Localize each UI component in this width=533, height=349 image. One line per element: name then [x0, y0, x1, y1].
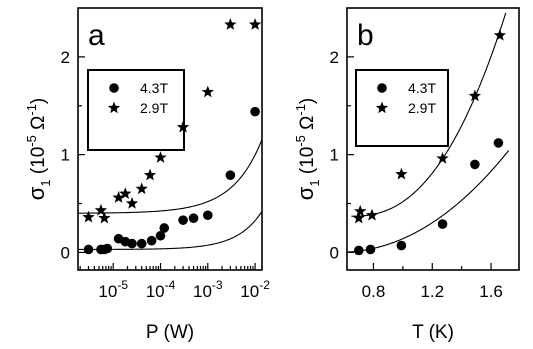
- fit-curve-2-9T: [77, 139, 263, 214]
- data-point-2-9T: [352, 211, 365, 224]
- data-point-2-9T: [143, 168, 157, 181]
- data-point-4-3T: [136, 238, 147, 249]
- data-point-4-3T: [102, 243, 113, 254]
- x-tick-label: 1.2: [420, 282, 444, 301]
- y-tick-label: 2: [61, 48, 70, 67]
- data-point-2-9T: [119, 187, 132, 199]
- data-point-4-3T: [437, 219, 448, 229]
- data-point-2-9T: [98, 211, 111, 224]
- legend-label: 2.9T: [140, 100, 168, 116]
- data-point-4-3T: [250, 106, 260, 117]
- data-point-2-9T: [201, 85, 214, 98]
- legend-label: 4.3T: [140, 80, 168, 96]
- data-point-4-3T: [396, 240, 407, 251]
- data-point-4-3T: [188, 213, 199, 223]
- panel-a: 0 1 2 10-5 10-4 10-3 10-2 P (W) σ1 (10-5 Ω-1) a 4.…: [24, 7, 270, 343]
- data-point-2-9T: [493, 28, 507, 41]
- y-tick-label: 1: [61, 146, 70, 165]
- data-point-2-9T: [354, 204, 367, 217]
- y-tick-label: 0: [61, 243, 70, 262]
- data-point-2-9T: [82, 210, 95, 223]
- panel-letter: b: [357, 19, 374, 52]
- data-point-2-9T: [176, 120, 190, 133]
- x-tick-label: 10-3: [193, 278, 223, 301]
- data-point-4-3T: [225, 170, 236, 180]
- panel-b: 0 1 2 0.8 1.2 1.6 T (K) σ1 (10-5 Ω-1) b 4.3T 2.9T: [293, 7, 520, 343]
- data-point-2-9T: [365, 208, 379, 221]
- fit-curve-4-3T: [346, 150, 510, 253]
- data-point-4-3T: [178, 215, 188, 225]
- data-point-2-9T: [154, 151, 167, 163]
- data-point-4-3T: [155, 230, 166, 241]
- legend-box: [87, 69, 185, 151]
- legend-marker-star: [375, 101, 389, 114]
- legend-label: 4.3T: [408, 80, 436, 96]
- legend-marker-circle: [377, 83, 387, 93]
- data-point-2-9T: [125, 197, 139, 209]
- data-point-2-9T: [395, 167, 408, 180]
- x-tick-label: 1.6: [479, 282, 503, 301]
- data-point-2-9T: [112, 191, 125, 203]
- legend-label: 2.9T: [408, 100, 436, 116]
- data-point-4-3T: [127, 238, 137, 249]
- data-point-4-3T: [470, 159, 480, 170]
- x-tick-label: 0.8: [362, 282, 386, 301]
- x-tick-label: 10-5: [98, 278, 128, 301]
- legend-box: [355, 69, 449, 147]
- data-point-2-9T: [135, 182, 148, 195]
- x-axis-label: P (W): [146, 322, 194, 343]
- y-axis-label: σ1 (10-5 Ω-1): [293, 98, 322, 201]
- data-point-2-9T: [468, 89, 482, 102]
- data-point-2-9T: [436, 152, 449, 164]
- data-point-4-3T: [365, 244, 376, 255]
- data-point-4-3T: [353, 245, 364, 256]
- data-point-2-9T: [224, 18, 237, 30]
- data-point-4-3T: [146, 235, 157, 246]
- x-tick-label: 10-2: [240, 278, 270, 301]
- data-point-4-3T: [83, 244, 94, 255]
- y-tick-label: 2: [330, 48, 339, 67]
- data-point-2-9T: [94, 203, 108, 216]
- data-point-2-9T: [248, 18, 262, 30]
- legend-marker-star: [107, 101, 121, 114]
- x-axis-label: T (K): [412, 322, 454, 343]
- x-tick-label: 10-4: [146, 278, 176, 301]
- data-point-4-3T: [159, 223, 170, 233]
- y-axis-label: σ1 (10-5 Ω-1): [24, 98, 53, 201]
- panel-letter: a: [88, 19, 105, 52]
- y-tick-label: 0: [330, 243, 339, 262]
- legend-marker-circle: [109, 83, 119, 93]
- data-point-4-3T: [493, 138, 504, 148]
- plot-frame: [77, 7, 263, 271]
- y-tick-label: 1: [330, 146, 339, 165]
- plot-frame: [346, 7, 520, 271]
- data-point-4-3T: [202, 210, 213, 221]
